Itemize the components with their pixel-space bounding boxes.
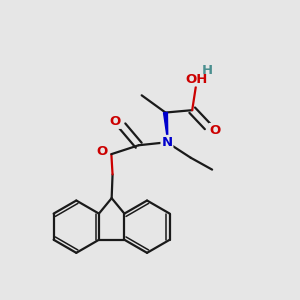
Text: H: H [202,64,213,77]
Polygon shape [164,112,168,142]
Text: N: N [161,136,172,149]
Text: O: O [209,124,220,136]
Text: O: O [110,115,121,128]
Text: O: O [97,145,108,158]
Text: OH: OH [186,73,208,86]
